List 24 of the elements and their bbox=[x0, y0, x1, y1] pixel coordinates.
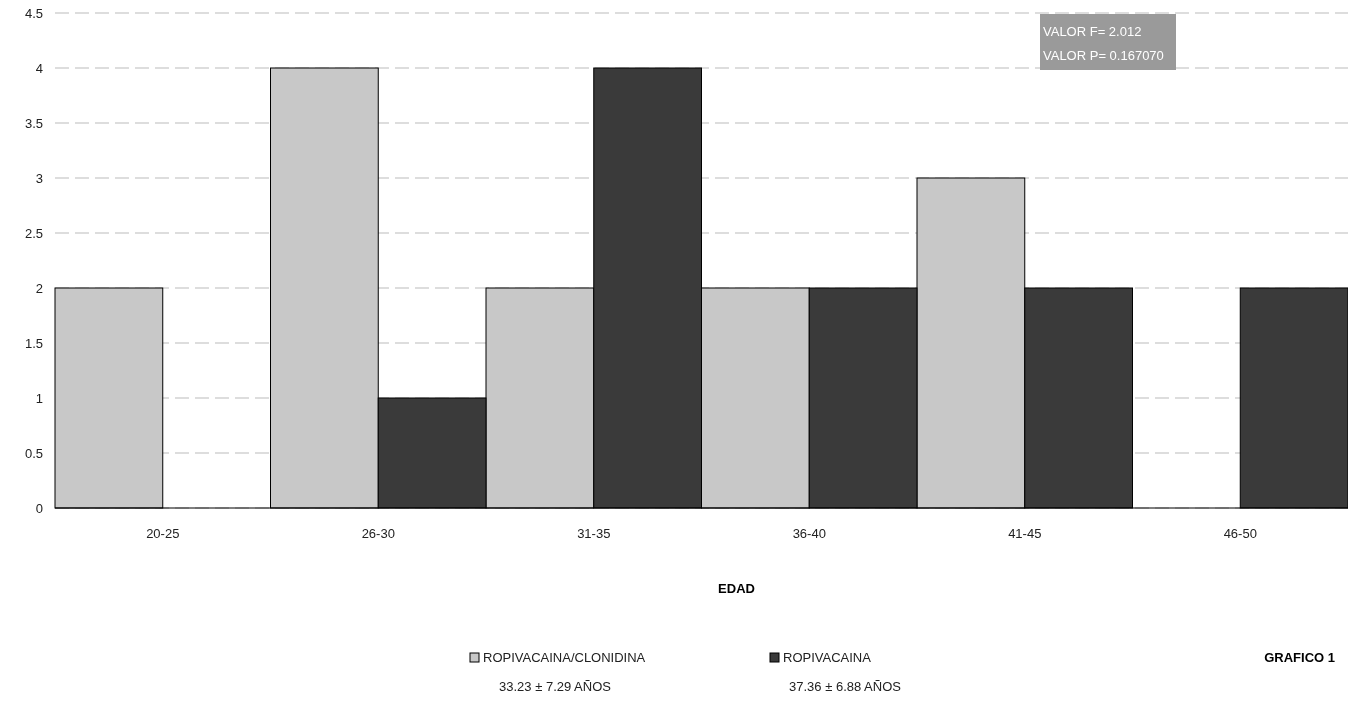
legend-label: ROPIVACAINA bbox=[783, 650, 872, 665]
y-tick-label: 3 bbox=[35, 170, 43, 186]
text: 37.36 ± 6.88 AÑOS bbox=[789, 679, 902, 694]
x-tick-label: 41-45 bbox=[1008, 525, 1042, 541]
text: GRAFICO 1 bbox=[1264, 650, 1335, 665]
x-tick-label: 20-25 bbox=[146, 525, 180, 541]
y-tick-label: 2 bbox=[35, 280, 43, 296]
x-tick-label: 46-50 bbox=[1223, 525, 1257, 541]
annotation: VALOR P= 0.167070 bbox=[1043, 48, 1164, 63]
y-tick-label: 0 bbox=[35, 500, 43, 516]
x-axis-title: EDAD bbox=[718, 581, 755, 596]
annotation: VALOR F= 2.012 bbox=[1043, 24, 1142, 39]
text: 33.23 ± 7.29 AÑOS bbox=[499, 679, 612, 694]
y-tick-label: 4 bbox=[35, 60, 43, 76]
legend-label: ROPIVACAINA/CLONIDINA bbox=[483, 650, 646, 665]
y-tick-label: 4.5 bbox=[24, 5, 43, 21]
x-tick-label: 31-35 bbox=[577, 525, 611, 541]
y-tick-label: 1.5 bbox=[24, 335, 43, 351]
y-tick-label: 0.5 bbox=[24, 445, 43, 461]
y-tick-label: 3.5 bbox=[24, 115, 43, 131]
x-tick-label: 36-40 bbox=[792, 525, 826, 541]
y-tick-label: 1 bbox=[35, 390, 43, 406]
x-tick-label: 26-30 bbox=[361, 525, 395, 541]
y-tick-label: 2.5 bbox=[24, 225, 43, 241]
